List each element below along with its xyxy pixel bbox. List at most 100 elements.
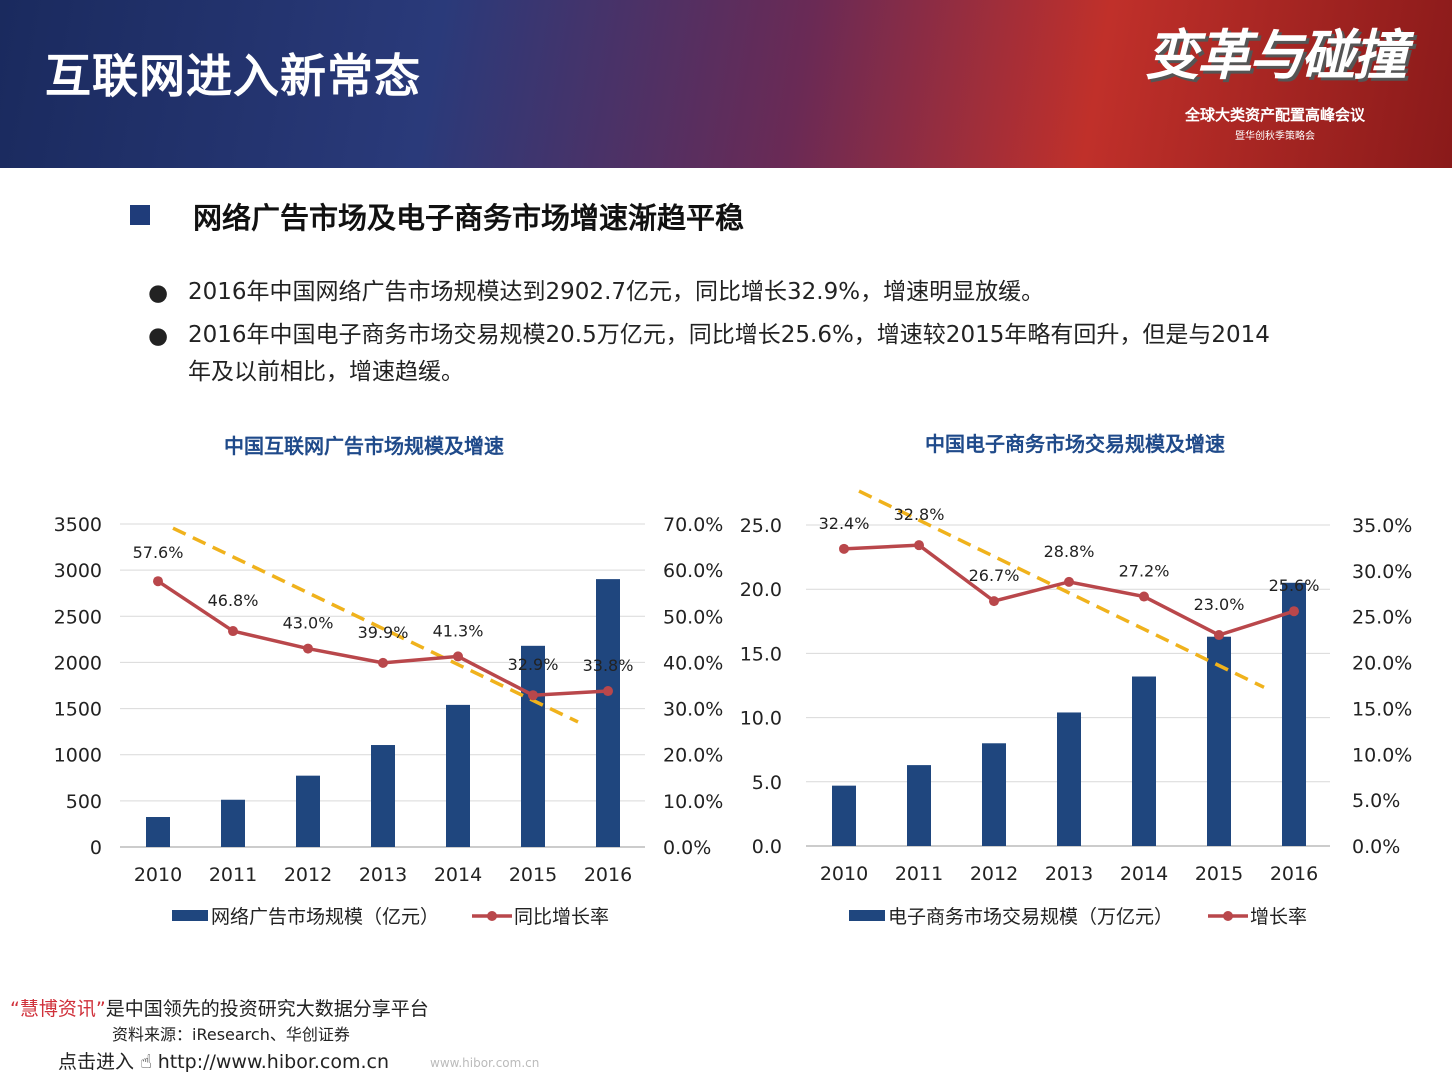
conference-logo: 变革与碰撞 全球大类资产配置高峰会议 暨华创秋季策略会 — [1130, 24, 1420, 142]
data-label: 27.2% — [1119, 562, 1170, 581]
data-label: 28.8% — [1044, 542, 1095, 561]
bullet-dot-icon: ● — [148, 280, 169, 306]
growth-rate-point — [1289, 606, 1299, 617]
watermark: www.hibor.com.cn — [430, 1056, 540, 1070]
y-left-tick-label: 0.0 — [752, 836, 782, 858]
x-tick-label: 2016 — [584, 864, 632, 886]
data-label: 39.9% — [358, 623, 409, 642]
source-note: 资料来源：iResearch、华创证券 — [112, 1025, 350, 1044]
legend-bar-label: 网络广告市场规模（亿元） — [211, 906, 439, 928]
x-tick-label: 2016 — [1270, 863, 1318, 885]
x-tick-label: 2015 — [1195, 863, 1243, 885]
y-left-tick-label: 3500 — [54, 514, 102, 536]
bar — [146, 817, 170, 847]
legend-bar-swatch — [849, 910, 885, 921]
logo-line3: 暨华创秋季策略会 — [1235, 131, 1315, 142]
data-label: 57.6% — [133, 543, 184, 562]
growth-rate-point — [603, 686, 613, 697]
growth-rate-point — [914, 540, 924, 551]
x-tick-label: 2013 — [1045, 863, 1093, 885]
logo-main: 变革与碰撞 — [1145, 24, 1407, 87]
bar — [596, 579, 620, 847]
bar — [1282, 582, 1306, 846]
data-label: 43.0% — [283, 614, 334, 633]
y-left-tick-label: 2000 — [54, 652, 102, 674]
data-label: 32.4% — [819, 514, 870, 533]
data-label: 46.8% — [208, 591, 259, 610]
trend-line — [172, 526, 579, 724]
x-tick-label: 2014 — [1120, 863, 1168, 885]
growth-rate-point — [839, 543, 849, 554]
x-tick-label: 2010 — [134, 864, 182, 886]
data-label: 26.7% — [969, 566, 1020, 585]
growth-rate-point — [528, 690, 538, 701]
y-left-tick-label: 0 — [90, 837, 102, 859]
bar — [1207, 636, 1231, 846]
y-left-tick-label: 1500 — [54, 699, 102, 721]
y-right-tick-label: 30.0% — [1352, 561, 1412, 583]
trend-line — [858, 489, 1265, 689]
y-right-tick-label: 25.0% — [1352, 607, 1412, 629]
legend-line-label: 增长率 — [1250, 906, 1307, 928]
y-right-tick-label: 60.0% — [663, 560, 723, 582]
legend-line-marker — [1223, 911, 1233, 921]
chart1-title: 中国互联网广告市场规模及增速 — [224, 434, 504, 458]
footer-link[interactable]: 点击进入 ☝ http://www.hibor.com.cn — [58, 1050, 389, 1074]
data-label: 41.3% — [433, 621, 484, 640]
data-label: 32.9% — [508, 655, 559, 674]
legend-line-label: 同比增长率 — [514, 906, 609, 928]
y-right-tick-label: 70.0% — [663, 514, 723, 536]
hand-pointer-icon: ☝ — [140, 1051, 152, 1073]
growth-rate-point — [1064, 576, 1074, 587]
tagline-text: 是中国领先的投资研究大数据分享平台 — [105, 998, 429, 1020]
y-left-tick-label: 15.0 — [740, 643, 782, 665]
x-tick-label: 2013 — [359, 864, 407, 886]
y-left-tick-label: 2500 — [54, 606, 102, 628]
y-left-tick-label: 5.0 — [752, 772, 782, 794]
bar — [1057, 712, 1081, 846]
bar — [521, 645, 545, 847]
growth-rate-point — [453, 651, 463, 662]
y-right-tick-label: 10.0% — [1352, 744, 1412, 766]
y-left-tick-label: 10.0 — [740, 708, 782, 730]
y-right-tick-label: 20.0% — [1352, 653, 1412, 675]
brand-name: “慧博资讯” — [10, 998, 106, 1020]
growth-rate-point — [1214, 630, 1224, 641]
growth-rate-point — [228, 626, 238, 637]
bar — [296, 775, 320, 847]
x-tick-label: 2011 — [209, 864, 257, 886]
growth-rate-point — [989, 596, 999, 607]
bullet-text-1: 2016年中国网络广告市场规模达到2902.7亿元，同比增长32.9%，增速明显… — [188, 279, 1045, 305]
data-label: 33.8% — [583, 656, 634, 675]
y-right-tick-label: 30.0% — [663, 699, 723, 721]
growth-rate-point — [378, 657, 388, 668]
bar — [446, 704, 470, 847]
enter-label: 点击进入 — [58, 1051, 135, 1073]
data-label: 32.8% — [894, 505, 945, 524]
x-tick-label: 2012 — [284, 864, 332, 886]
y-right-tick-label: 5.0% — [1352, 790, 1400, 812]
x-tick-label: 2015 — [509, 864, 557, 886]
y-right-tick-label: 20.0% — [663, 745, 723, 767]
chart2-title: 中国电子商务市场交易规模及增速 — [925, 432, 1225, 456]
x-tick-label: 2014 — [434, 864, 482, 886]
growth-rate-point — [153, 576, 163, 587]
bullet-text-2: 2016年中国电子商务市场交易规模20.5万亿元，同比增长25.6%，增速较20… — [188, 322, 1270, 385]
y-right-tick-label: 50.0% — [663, 606, 723, 628]
y-left-tick-label: 1000 — [54, 745, 102, 767]
x-tick-label: 2011 — [895, 863, 943, 885]
legend-line-marker — [487, 911, 497, 921]
data-label: 25.6% — [1269, 576, 1320, 595]
growth-rate-point — [303, 643, 313, 654]
y-right-tick-label: 10.0% — [663, 791, 723, 813]
url-link[interactable]: http://www.hibor.com.cn — [157, 1051, 390, 1073]
y-left-tick-label: 25.0 — [740, 515, 782, 537]
x-tick-label: 2010 — [820, 863, 868, 885]
y-left-tick-label: 20.0 — [740, 579, 782, 601]
bar — [907, 765, 931, 846]
y-right-tick-label: 0.0% — [1352, 836, 1400, 858]
y-left-tick-label: 500 — [66, 791, 102, 813]
header-banner: 互联网进入新常态 变革与碰撞 全球大类资产配置高峰会议 暨华创秋季策略会 — [0, 0, 1452, 168]
legend-bar-swatch — [172, 910, 208, 921]
